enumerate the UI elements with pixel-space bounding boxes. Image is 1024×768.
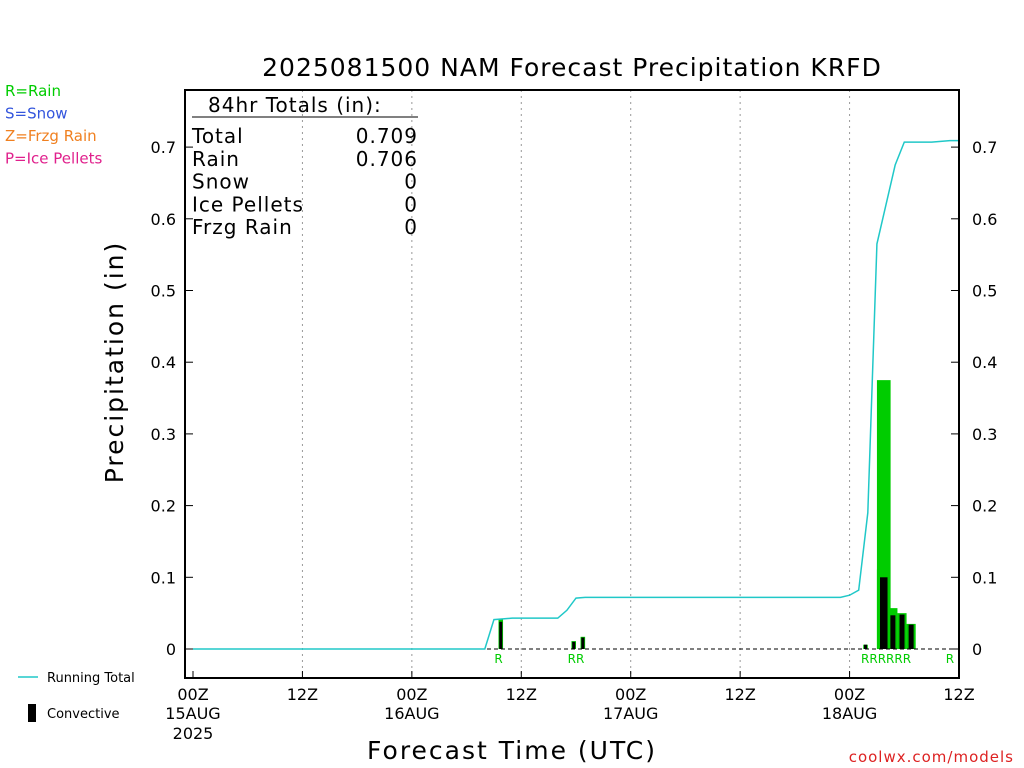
running-total-line (193, 139, 959, 650)
credit-text: coolwx.com/models (849, 748, 1014, 766)
x-tick-date: 17AUG (603, 704, 658, 723)
x-tick-date: 16AUG (384, 704, 439, 723)
y-tick-label-right: 0.3 (972, 425, 997, 444)
y-tick-label: 0.2 (151, 497, 176, 516)
x-tick-label: 12Z (506, 685, 537, 704)
totals-row-value: 0 (404, 215, 418, 239)
convective-bar (864, 644, 868, 649)
x-tick-date: 18AUG (822, 704, 877, 723)
legend-convective-swatch (28, 704, 36, 722)
totals-box: 84hr Totals (in): Total 0.709 Rain 0.706 Snow… (191, 93, 418, 239)
ptype-label: R (494, 652, 502, 666)
y-tick-label-right: 0.7 (972, 138, 997, 157)
x-tick-label: 00Z (177, 685, 208, 704)
totals-row-value: 0.706 (356, 147, 418, 171)
totals-heading: 84hr Totals (in): (208, 93, 382, 117)
y-tick-label-right: 0.4 (972, 353, 997, 372)
running-total-series (193, 139, 959, 650)
y-tick-label: 0.3 (151, 425, 176, 444)
x-tick-label: 12Z (724, 685, 755, 704)
x-tick-label: 00Z (615, 685, 646, 704)
ptype-label: RRRRRR (861, 652, 911, 666)
convective-bar (880, 577, 888, 649)
bars (498, 380, 916, 649)
totals-row-label: Snow (192, 170, 250, 194)
totals-row-value: 0 (404, 170, 418, 194)
x-tick-label: 00Z (834, 685, 865, 704)
ptype-key-item: P=Ice Pellets (5, 150, 102, 168)
totals-row-label: Frzg Rain (192, 215, 293, 239)
y-tick-label-right: 0.5 (972, 282, 997, 301)
totals-row-value: 0.709 (356, 124, 418, 148)
convective-bar (908, 624, 914, 649)
y-tick-label: 0.5 (151, 282, 176, 301)
totals-row-label: Rain (192, 147, 240, 171)
totals-row-value: 0 (404, 192, 418, 216)
convective-bar (572, 641, 576, 649)
precip-type-key: R=Rain S=Snow Z=Frzg Rain P=Ice Pellets (5, 82, 102, 168)
ptype-label: RR (568, 652, 585, 666)
totals-row-label: Ice Pellets (192, 192, 304, 216)
y-axis-right: 0 0.1 0.2 0.3 0.4 0.5 0.6 0.7 (951, 138, 997, 659)
y-axis-title: Precipitation (in) (100, 241, 129, 484)
ptype-key-item: R=Rain (5, 82, 61, 100)
y-tick-label-right: 0 (972, 640, 982, 659)
ptype-labels: R RR RRRRRR R (494, 652, 954, 666)
y-tick-label: 0.1 (151, 568, 176, 587)
x-tick-year: 2025 (173, 724, 214, 743)
y-tick-label: 0.4 (151, 353, 176, 372)
convective-bar (581, 637, 585, 649)
convective-bar (899, 614, 905, 649)
y-axis-left: 0 0.1 0.2 0.3 0.4 0.5 0.6 0.7 (151, 138, 193, 659)
x-axis-title: Forecast Time (UTC) (367, 736, 657, 765)
plot-frame (184, 89, 960, 679)
grid (301, 90, 851, 678)
convective-bar (890, 615, 896, 649)
y-tick-label: 0.6 (151, 210, 176, 229)
y-tick-label-right: 0.2 (972, 497, 997, 516)
legend-running-total-label: Running Total (47, 671, 135, 686)
y-tick-label-right: 0.1 (972, 568, 997, 587)
totals-row-label: Total (191, 124, 244, 148)
x-tick-date: 15AUG (165, 704, 220, 723)
chart-title: 2025081500 NAM Forecast Precipitation KR… (262, 53, 882, 82)
x-tick-label: 00Z (396, 685, 427, 704)
legend: Running Total Convective (18, 671, 135, 722)
ptype-key-item: S=Snow (5, 105, 68, 123)
y-tick-label: 0.7 (151, 138, 176, 157)
legend-convective-label: Convective (47, 707, 120, 722)
ptype-key-item: Z=Frzg Rain (5, 127, 97, 145)
y-tick-label-right: 0.6 (972, 210, 997, 229)
x-tick-label: 12Z (943, 685, 974, 704)
x-tick-label: 12Z (287, 685, 318, 704)
convective-bar (499, 621, 503, 649)
y-tick-label: 0 (166, 640, 176, 659)
ptype-label: R (946, 652, 954, 666)
